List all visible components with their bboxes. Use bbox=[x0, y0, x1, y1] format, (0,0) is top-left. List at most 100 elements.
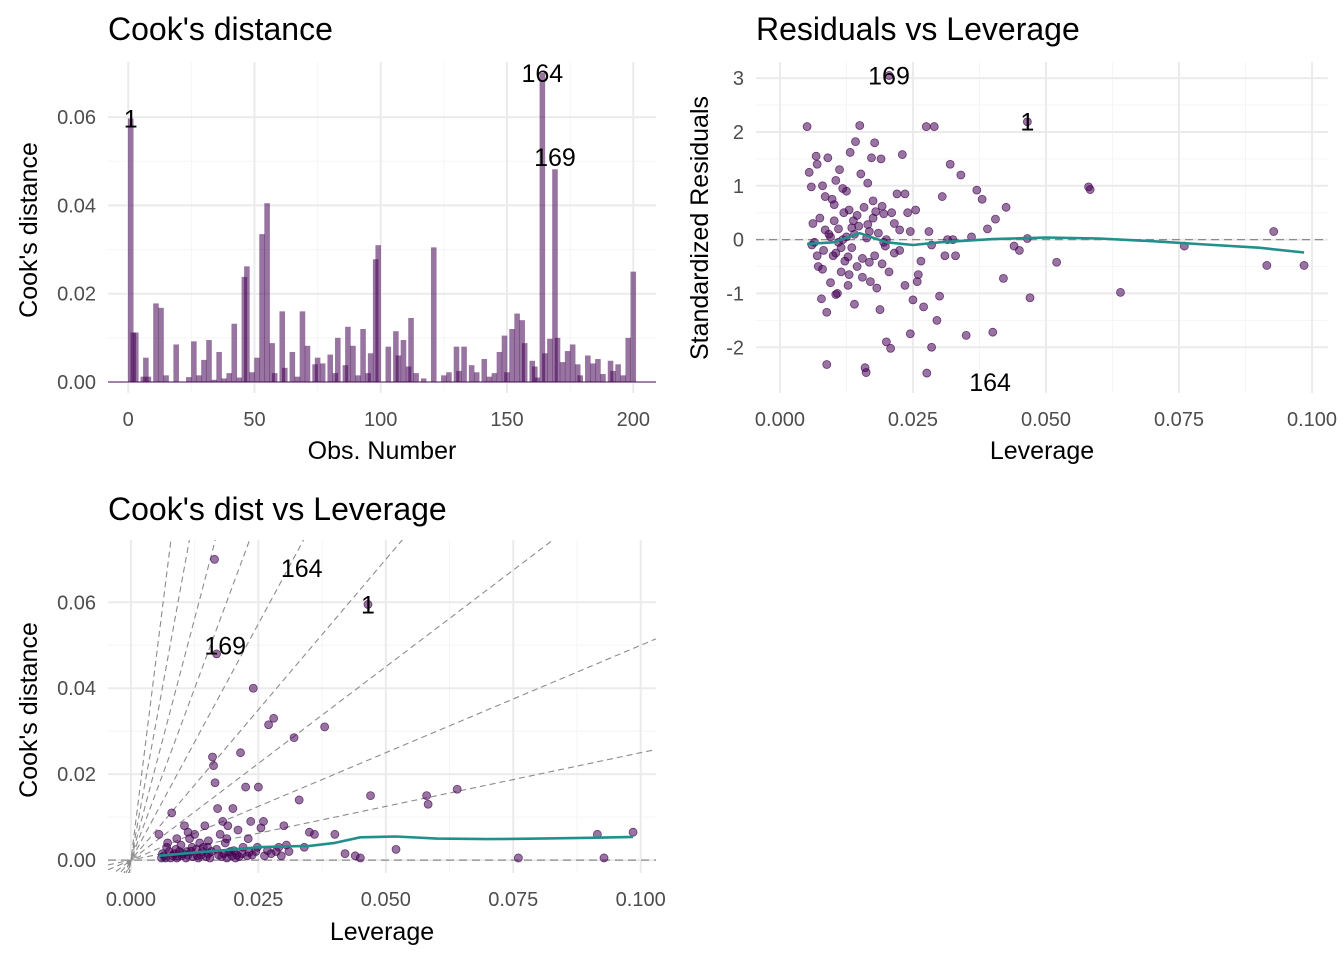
point bbox=[937, 192, 947, 201]
point bbox=[836, 267, 846, 277]
bar bbox=[441, 375, 447, 382]
bar bbox=[319, 363, 326, 382]
point bbox=[876, 154, 886, 164]
y-tick-label: 0.04 bbox=[57, 195, 96, 217]
point bbox=[822, 360, 832, 369]
y-tick-label: 0.02 bbox=[57, 764, 96, 786]
x-tick-label: 50 bbox=[243, 409, 265, 431]
bar bbox=[491, 373, 498, 382]
panel-cooks-dist-vs-leverage: Cook's dist vs Leverage 0.000 0.025 0.050 0… bbox=[15, 491, 666, 946]
bar bbox=[133, 332, 139, 382]
x-axis-label: Leverage bbox=[990, 437, 1094, 465]
point bbox=[812, 251, 822, 261]
x-tick-label: 0.075 bbox=[1154, 409, 1204, 431]
bar bbox=[269, 343, 275, 382]
point bbox=[330, 829, 340, 839]
x-tick-label: 0.000 bbox=[106, 889, 156, 911]
point bbox=[872, 283, 882, 293]
x-tick-label: 0.100 bbox=[1287, 409, 1337, 431]
point bbox=[870, 138, 880, 148]
point bbox=[269, 713, 279, 723]
point bbox=[823, 153, 833, 163]
bar bbox=[610, 370, 616, 382]
bar bbox=[446, 372, 452, 382]
point bbox=[215, 829, 225, 839]
y-tick-label: 2 bbox=[733, 122, 744, 144]
bar bbox=[345, 326, 351, 382]
point-label: 164 bbox=[281, 555, 323, 583]
point bbox=[844, 270, 854, 279]
point bbox=[922, 368, 932, 378]
point bbox=[873, 228, 883, 238]
bar bbox=[304, 345, 311, 382]
point bbox=[279, 821, 289, 831]
point bbox=[822, 307, 832, 317]
y-axis-label: Cook's distance bbox=[15, 622, 43, 798]
y-tick-label: 0.06 bbox=[57, 107, 96, 129]
point bbox=[935, 291, 944, 301]
point bbox=[264, 720, 273, 730]
point bbox=[628, 827, 638, 837]
point-label: 164 bbox=[522, 60, 564, 88]
point bbox=[819, 245, 828, 255]
point bbox=[213, 804, 223, 813]
point bbox=[204, 836, 213, 846]
bar bbox=[577, 375, 584, 382]
bar bbox=[244, 266, 250, 382]
ticks: 0 50 100 150 200 0.00 0.02 0.04 0.06 bbox=[57, 107, 650, 431]
point bbox=[988, 327, 998, 337]
bar bbox=[590, 363, 596, 382]
reference-line bbox=[123, 540, 305, 873]
bar bbox=[201, 359, 207, 382]
point bbox=[844, 205, 854, 215]
marks bbox=[756, 71, 1328, 378]
bar bbox=[539, 73, 546, 382]
point bbox=[209, 761, 218, 770]
point bbox=[856, 169, 866, 179]
plot-area bbox=[756, 71, 1328, 378]
point bbox=[829, 200, 839, 210]
point bbox=[945, 159, 955, 169]
bar bbox=[574, 364, 581, 382]
annotations: 164 1 169 bbox=[124, 60, 576, 172]
point bbox=[1052, 257, 1062, 267]
bar bbox=[625, 337, 631, 382]
reference-line bbox=[119, 540, 403, 873]
bar bbox=[327, 354, 334, 382]
point bbox=[176, 840, 186, 850]
point bbox=[599, 853, 609, 863]
point bbox=[956, 170, 966, 180]
bar bbox=[532, 366, 538, 382]
bar bbox=[481, 359, 488, 382]
point bbox=[858, 254, 867, 263]
y-tick-label: 0.06 bbox=[57, 592, 96, 614]
point bbox=[812, 159, 822, 169]
bar bbox=[496, 351, 503, 382]
point bbox=[879, 209, 889, 219]
point bbox=[847, 223, 857, 233]
bar bbox=[196, 375, 202, 382]
point bbox=[1001, 202, 1011, 212]
bar bbox=[542, 353, 548, 382]
point bbox=[864, 257, 874, 267]
bar bbox=[127, 118, 134, 382]
point bbox=[875, 305, 885, 314]
bar bbox=[158, 307, 164, 382]
point bbox=[167, 808, 177, 818]
point bbox=[183, 827, 193, 837]
bar bbox=[264, 203, 270, 382]
point-label: 1 bbox=[1020, 109, 1034, 137]
point bbox=[294, 795, 304, 805]
point bbox=[884, 71, 894, 80]
x-tick-label: 200 bbox=[617, 409, 650, 431]
point bbox=[892, 189, 902, 199]
x-tick-label: 0.100 bbox=[616, 889, 666, 911]
point bbox=[972, 185, 982, 195]
point bbox=[826, 278, 835, 288]
bar bbox=[400, 340, 407, 382]
bar bbox=[236, 377, 243, 382]
point bbox=[212, 649, 221, 659]
bar bbox=[453, 346, 460, 382]
bar bbox=[281, 367, 288, 382]
bar bbox=[143, 357, 149, 382]
